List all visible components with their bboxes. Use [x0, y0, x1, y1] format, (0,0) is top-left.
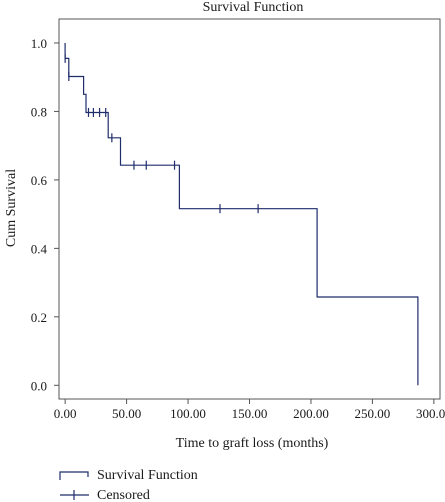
plot-area [64, 43, 419, 386]
legend-label-censored: Censored [97, 488, 150, 502]
legend-item-survival: Survival Function [59, 468, 198, 483]
y-axis-title: Cum Survival [4, 169, 19, 247]
y-tick-label: 0.4 [31, 241, 48, 256]
x-tick-label: 0.00 [54, 406, 77, 421]
x-axis-ticks: 0.00 50.00 100.00 150.00 200.00 250.00 300.00 [54, 399, 445, 421]
x-axis-title: Time to graft loss (months) [176, 436, 329, 451]
y-tick-label: 0.0 [31, 378, 47, 393]
y-tick-label: 0.2 [31, 310, 47, 325]
y-tick-label: 0.6 [31, 173, 48, 188]
x-tick-label: 150.00 [232, 406, 268, 421]
y-axis-ticks: 0.0 0.2 0.4 0.6 0.8 1.0 [31, 36, 59, 393]
y-tick-label: 1.0 [31, 36, 47, 51]
x-tick-label: 300.00 [416, 406, 445, 421]
chart-title: Survival Function [203, 0, 304, 15]
legend: Survival Function Censored [59, 468, 198, 502]
legend-item-censored: Censored [60, 488, 150, 502]
x-tick-label: 200.00 [293, 406, 329, 421]
legend-label-survival: Survival Function [97, 468, 198, 483]
x-tick-label: 50.00 [112, 406, 141, 421]
x-tick-label: 100.00 [170, 406, 206, 421]
legend-swatch-survival [59, 471, 89, 480]
x-tick-label: 250.00 [355, 406, 391, 421]
survival-step-line [64, 43, 419, 386]
y-tick-label: 0.8 [31, 104, 47, 119]
